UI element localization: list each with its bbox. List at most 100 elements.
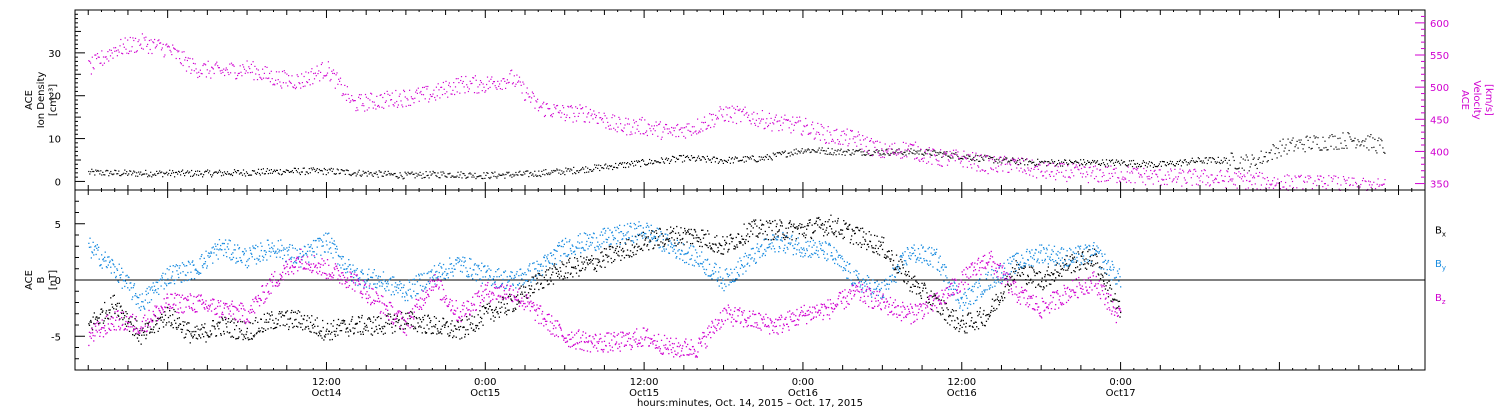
data-point xyxy=(914,158,916,160)
data-point xyxy=(181,328,184,331)
data-point xyxy=(948,314,950,316)
data-point xyxy=(168,321,170,323)
data-point xyxy=(124,37,126,39)
data-point xyxy=(229,331,231,334)
data-point xyxy=(973,163,975,165)
data-point xyxy=(896,272,898,274)
data-point xyxy=(581,261,583,263)
data-point xyxy=(139,309,142,311)
data-point xyxy=(214,64,216,66)
data-point xyxy=(382,175,384,177)
data-point xyxy=(1091,260,1093,262)
data-point xyxy=(1031,267,1034,269)
data-point xyxy=(1272,144,1274,146)
data-point xyxy=(730,158,732,160)
data-point xyxy=(1071,254,1073,256)
data-point xyxy=(297,326,299,328)
data-point xyxy=(125,311,127,313)
data-point xyxy=(267,328,269,330)
data-point xyxy=(332,72,334,74)
data-point xyxy=(401,311,403,314)
data-point xyxy=(764,230,766,233)
data-point xyxy=(562,105,564,107)
data-point xyxy=(1081,252,1083,254)
data-point xyxy=(411,311,413,314)
data-point xyxy=(381,175,383,177)
data-point xyxy=(776,231,779,233)
data-point xyxy=(699,238,702,241)
data-point xyxy=(249,338,251,340)
data-point xyxy=(1335,146,1337,148)
data-point xyxy=(90,246,92,248)
data-point xyxy=(643,244,645,246)
data-point xyxy=(412,173,414,175)
data-point xyxy=(293,87,295,89)
data-point xyxy=(416,175,418,177)
data-point xyxy=(428,328,430,330)
data-point xyxy=(668,128,670,130)
data-point xyxy=(335,173,337,175)
data-point xyxy=(1262,160,1264,162)
data-point xyxy=(501,306,503,308)
data-point xyxy=(885,150,887,152)
data-point xyxy=(104,256,106,258)
data-point xyxy=(970,312,972,314)
data-point xyxy=(606,117,608,119)
data-point xyxy=(811,124,813,126)
data-point xyxy=(497,313,499,315)
data-point xyxy=(1132,168,1134,170)
data-point xyxy=(126,171,128,173)
data-point xyxy=(339,77,342,79)
data-point xyxy=(376,95,378,97)
data-point xyxy=(128,50,131,52)
data-point xyxy=(665,124,668,126)
data-point xyxy=(257,330,259,332)
data-point xyxy=(1088,167,1090,169)
data-point xyxy=(694,160,697,162)
data-point xyxy=(960,160,962,162)
data-point xyxy=(144,39,146,41)
data-point xyxy=(174,310,176,313)
data-point xyxy=(1055,179,1057,181)
data-point xyxy=(1176,161,1178,163)
data-point xyxy=(101,254,103,256)
data-point xyxy=(921,157,923,160)
data-point xyxy=(211,66,213,68)
data-point xyxy=(880,154,882,156)
data-point xyxy=(648,249,650,251)
data-point xyxy=(1029,174,1031,176)
data-point xyxy=(1372,137,1374,139)
data-point xyxy=(967,153,969,156)
data-point xyxy=(455,176,457,178)
data-point xyxy=(488,177,490,179)
data-point xyxy=(936,154,938,156)
data-point xyxy=(823,235,825,237)
data-point xyxy=(247,265,250,267)
data-point xyxy=(1227,171,1229,173)
data-point xyxy=(1057,163,1059,165)
data-point xyxy=(326,72,329,74)
data-point xyxy=(1349,136,1351,138)
data-point xyxy=(179,171,181,173)
data-point xyxy=(713,243,715,245)
data-point xyxy=(644,119,646,121)
data-point xyxy=(1362,177,1364,179)
data-point xyxy=(559,169,561,171)
data-point xyxy=(1152,183,1154,185)
data-point xyxy=(920,295,922,297)
data-point xyxy=(744,156,746,158)
data-point xyxy=(857,243,859,246)
data-point xyxy=(356,107,358,109)
data-point xyxy=(1221,180,1224,182)
data-point xyxy=(548,283,550,285)
data-point xyxy=(956,327,958,329)
data-point xyxy=(1130,182,1132,184)
data-point xyxy=(1046,170,1048,172)
data-point xyxy=(615,162,617,165)
data-point xyxy=(710,126,712,129)
data-point xyxy=(199,170,201,172)
data-point xyxy=(801,148,803,150)
data-point xyxy=(1016,274,1018,277)
data-point xyxy=(642,133,644,135)
data-point xyxy=(520,84,522,86)
